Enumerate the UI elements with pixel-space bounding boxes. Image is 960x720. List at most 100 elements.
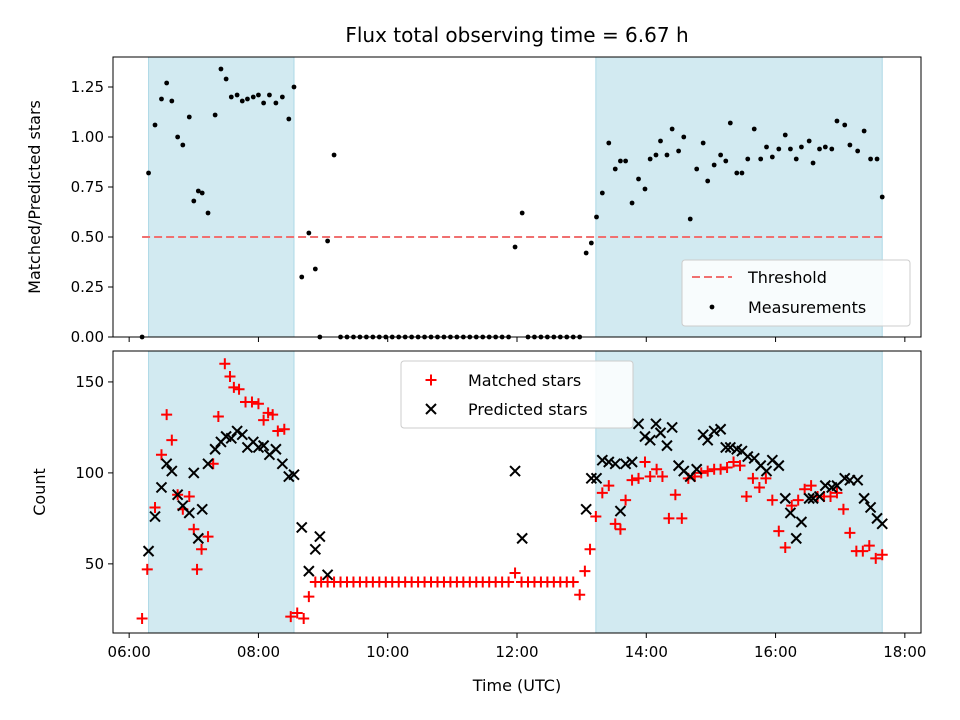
matched-star-marker <box>191 563 203 575</box>
bottom-y-tick-label: 100 <box>75 464 104 482</box>
measurement-point <box>642 186 648 192</box>
bottom-legend-box <box>400 360 634 429</box>
measurement-point <box>191 198 197 204</box>
measurement-point <box>594 214 599 220</box>
top-y-tick-label: 0.50 <box>71 228 104 246</box>
matched-star-marker <box>233 383 245 395</box>
matched-star-marker <box>747 472 759 484</box>
bottom-legend-label: Predicted stars <box>468 400 588 419</box>
predicted-star-marker <box>596 454 609 466</box>
measurement-point <box>669 126 675 132</box>
predicted-star-marker <box>590 472 603 485</box>
matched-star-marker <box>753 481 765 493</box>
measurement-point <box>734 170 740 176</box>
measurement-point <box>218 66 224 72</box>
x-tick-label: 12:00 <box>495 643 538 661</box>
measurement-point <box>195 188 201 194</box>
measurement-point <box>312 266 318 272</box>
matched-star-marker <box>161 409 173 421</box>
predicted-star-marker <box>276 458 289 470</box>
measurement-point <box>299 274 305 280</box>
x-tick-label: 14:00 <box>625 643 668 661</box>
matched-star-marker <box>298 612 310 624</box>
measurement-point <box>186 114 192 120</box>
measurement-point <box>273 100 279 106</box>
matched-star-marker <box>291 607 303 619</box>
measurement-point <box>664 152 670 158</box>
predicted-star-marker <box>149 510 161 523</box>
top-legend-label: Measurements <box>748 298 866 317</box>
measurement-point <box>519 210 525 216</box>
top-y-tick-label: 1.25 <box>71 78 104 96</box>
predicted-star-marker <box>690 463 703 475</box>
predicted-star-marker <box>270 443 282 455</box>
measurement-point <box>799 144 804 150</box>
predicted-star-marker <box>807 492 819 505</box>
measurement-point <box>164 80 170 86</box>
matched-star-marker <box>633 472 645 484</box>
x-tick-label: 18:00 <box>883 643 926 661</box>
matched-star-marker <box>202 531 214 543</box>
chart-title: Flux total observing time = 6.67 h <box>345 23 688 47</box>
predicted-star-marker <box>160 458 173 470</box>
measurement-point <box>279 94 285 100</box>
matched-star-marker <box>773 525 785 537</box>
measurement-point <box>822 144 828 150</box>
matched-star-marker <box>590 511 602 523</box>
matched-star-marker <box>863 540 875 552</box>
predicted-star-marker <box>639 430 651 443</box>
observing-window-0 <box>148 56 295 338</box>
predicted-star-marker <box>858 492 870 505</box>
measurement-point <box>223 76 229 82</box>
predicted-star-marker <box>603 456 615 468</box>
measurement-point <box>810 160 816 166</box>
measurement-point <box>658 138 663 144</box>
measurement-point <box>612 166 618 172</box>
predicted-star-marker <box>202 458 214 470</box>
measurement-point <box>700 140 706 146</box>
top-y-tick-label: 1.00 <box>71 128 104 146</box>
bottom-y-tick-label: 50 <box>85 555 104 573</box>
matched-star-marker <box>596 487 608 499</box>
measurement-point <box>788 146 793 152</box>
predicted-star-marker <box>619 458 632 470</box>
matched-star-marker <box>760 472 772 484</box>
measurement-point <box>199 190 205 196</box>
matched-star-marker <box>825 491 837 503</box>
measurement-point <box>180 142 186 148</box>
predicted-star-marker <box>666 421 678 434</box>
matched-star-marker <box>766 494 778 506</box>
measurement-point <box>817 146 822 152</box>
measurement-point <box>267 92 272 98</box>
top-data-marks <box>139 66 885 340</box>
measurement-point <box>250 94 256 100</box>
measurement-point <box>694 166 700 172</box>
bottom-y-tick-label: 150 <box>75 373 104 391</box>
matched-star-marker <box>183 491 195 503</box>
matched-star-marker <box>614 523 626 535</box>
measurement-point <box>152 122 158 128</box>
measurement-point <box>512 244 518 250</box>
measurement-point <box>325 238 331 244</box>
measurement-point <box>879 194 885 200</box>
bottom-data-marks <box>136 358 888 624</box>
matched-star-marker <box>207 458 219 470</box>
top-y-tick-label: 0.25 <box>71 278 104 296</box>
matched-star-marker <box>715 463 727 475</box>
predicted-star-marker <box>314 530 326 543</box>
matched-star-marker <box>779 541 791 553</box>
predicted-star-marker <box>876 518 888 530</box>
predicted-star-marker <box>773 459 785 472</box>
matched-star-marker <box>644 471 656 483</box>
measurement-point <box>234 92 240 98</box>
top-x-ticks <box>128 337 906 342</box>
measurement-point <box>175 134 181 140</box>
predicted-star-marker <box>183 507 195 519</box>
legend-predicted-swatch <box>425 403 437 415</box>
predicted-star-marker <box>296 521 308 534</box>
measurement-point <box>159 96 164 102</box>
matched-star-marker <box>609 518 621 530</box>
matched-star-marker <box>149 501 161 513</box>
predicted-star-marker <box>795 516 808 528</box>
